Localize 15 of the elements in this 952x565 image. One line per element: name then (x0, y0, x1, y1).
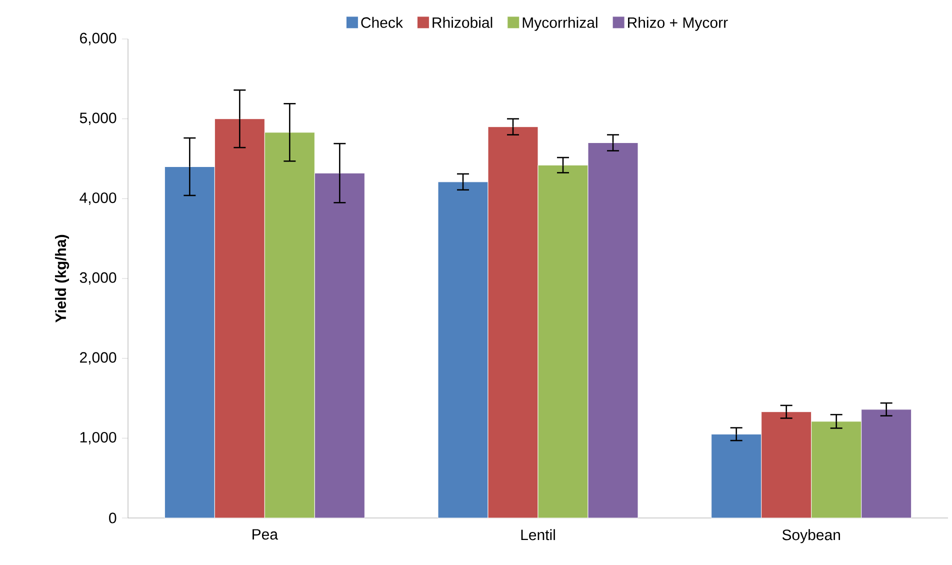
x-tick-label: Soybean (782, 529, 840, 544)
y-tick-label: 1,000 (80, 432, 116, 444)
legend-label: Rhizo + Mycorr (628, 16, 728, 31)
y-tick-label: 2,000 (80, 352, 116, 365)
x-tick-label: Lentil (521, 529, 555, 540)
y-tick-label: 6,000 (80, 32, 116, 46)
y-tick-label: 4,000 (80, 192, 116, 205)
y-tick-label: 3,000 (80, 272, 116, 285)
y-axis-title: Yield (kg/ha) (55, 234, 70, 323)
legend-label: Check (361, 16, 403, 28)
y-tick-label: 0 (109, 512, 116, 524)
legend-label: Mycorrhizal (522, 16, 598, 31)
legend-label: Rhizobial (432, 16, 492, 28)
y-tick-label: 5,000 (80, 112, 116, 126)
x-tick-label: Pea (252, 529, 278, 540)
